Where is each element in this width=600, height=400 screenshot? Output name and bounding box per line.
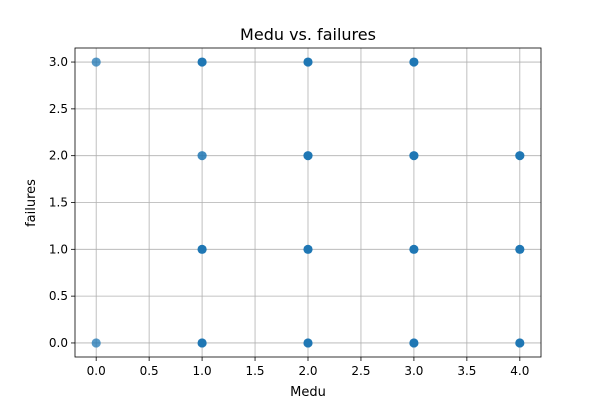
y-tick-label: 2.5	[49, 102, 68, 116]
y-tick-label: 2.0	[49, 149, 68, 163]
scatter-point	[515, 338, 525, 348]
plot-area-frame	[74, 47, 542, 358]
scatter-point	[409, 244, 419, 254]
scatter-point	[197, 338, 207, 348]
x-tick-label: 3.5	[457, 364, 476, 378]
x-tick-label: 1.5	[245, 364, 264, 378]
scatter-point	[197, 244, 207, 254]
y-tick-label: 1.0	[49, 242, 68, 256]
scatter-point	[409, 338, 419, 348]
scatter-point	[515, 151, 525, 161]
data-points	[91, 57, 525, 348]
scatter-point	[303, 151, 313, 161]
axis-ticks: 0.0 0.5 1.0 1.5 2.0 2.5 3.0 3.5 4.0 0.0 0.5 1.0 1.5 2…	[49, 55, 529, 378]
scatter-point	[303, 57, 313, 67]
x-axis-label: Medu	[290, 385, 326, 400]
scatter-point	[409, 57, 419, 67]
x-tick-label: 0.0	[87, 364, 106, 378]
x-tick-label: 1.0	[193, 364, 212, 378]
scatter-point	[303, 338, 313, 348]
scatter-point	[515, 244, 525, 254]
x-tick-label: 2.0	[298, 364, 317, 378]
scatter-point	[197, 57, 207, 67]
x-tick-label: 3.0	[404, 364, 423, 378]
x-tick-label: 4.0	[510, 364, 529, 378]
y-tick-label: 0.5	[49, 289, 68, 303]
y-axis-label: failures	[24, 179, 39, 227]
chart-title: Medu vs. failures	[240, 25, 376, 44]
y-tick-label: 1.5	[49, 196, 68, 210]
scatter-point	[303, 244, 313, 254]
x-tick-label: 0.5	[140, 364, 159, 378]
y-tick-label: 0.0	[49, 336, 68, 350]
scatter-point	[91, 57, 101, 67]
scatter-point	[91, 338, 101, 348]
x-tick-label: 2.5	[351, 364, 370, 378]
y-tick-label: 3.0	[49, 55, 68, 69]
scatter-point	[197, 151, 207, 161]
scatter-point	[409, 151, 419, 161]
